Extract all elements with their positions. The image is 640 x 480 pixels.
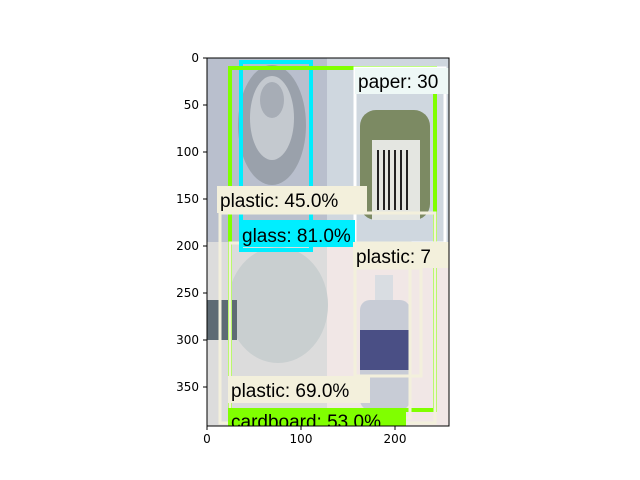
- y-tick-label: 0: [191, 51, 199, 65]
- detection-label-plastic-7: plastic: 7: [356, 247, 431, 268]
- detection-label-plastic-45: plastic: 45.0%: [220, 191, 338, 212]
- x-tick-label: 200: [384, 432, 407, 446]
- glass-bottle-shape: [228, 247, 328, 363]
- plastic-bottle-cap: [375, 275, 393, 300]
- plastic-bottle-label: [360, 330, 410, 370]
- detection-label-bg-plastic-69: [228, 376, 370, 403]
- x-axis: 0 100 200: [203, 426, 406, 446]
- detections: paper: 30 plastic: 45.0% glass: 81.0% pl…: [217, 60, 449, 433]
- detection-label-paper: paper: 30: [358, 72, 438, 93]
- detection-label-bg-plastic-45: [217, 186, 367, 213]
- axes-frame: [206, 57, 450, 427]
- y-tick-label: 200: [176, 239, 199, 253]
- y-axis: 0 50 100 150 200 250 300 350: [176, 51, 207, 394]
- x-tick-label: 0: [203, 432, 211, 446]
- y-tick-label: 300: [176, 333, 199, 347]
- detection-label-plastic-69: plastic: 69.0%: [231, 381, 349, 402]
- detection-label-bg-plastic-7: [353, 242, 449, 268]
- detection-label-bg-glass: [239, 220, 355, 247]
- barcode: [377, 150, 408, 210]
- detection-label-bg-cardboard: [228, 408, 406, 426]
- y-tick-label: 150: [176, 192, 199, 206]
- x-tick-label: 100: [290, 432, 313, 446]
- y-tick-label: 350: [176, 380, 199, 394]
- glass-bottle-neck: [207, 300, 237, 340]
- y-tick-label: 250: [176, 286, 199, 300]
- detection-label-bg-paper: [355, 68, 449, 94]
- y-tick-label: 100: [176, 145, 199, 159]
- detection-label-glass: glass: 81.0%: [242, 226, 351, 247]
- detection-label-cardboard: cardboard: 53.0%: [231, 412, 381, 433]
- y-tick-label: 50: [184, 98, 199, 112]
- detection-box-glass: [239, 60, 313, 252]
- can-lid: [260, 82, 284, 118]
